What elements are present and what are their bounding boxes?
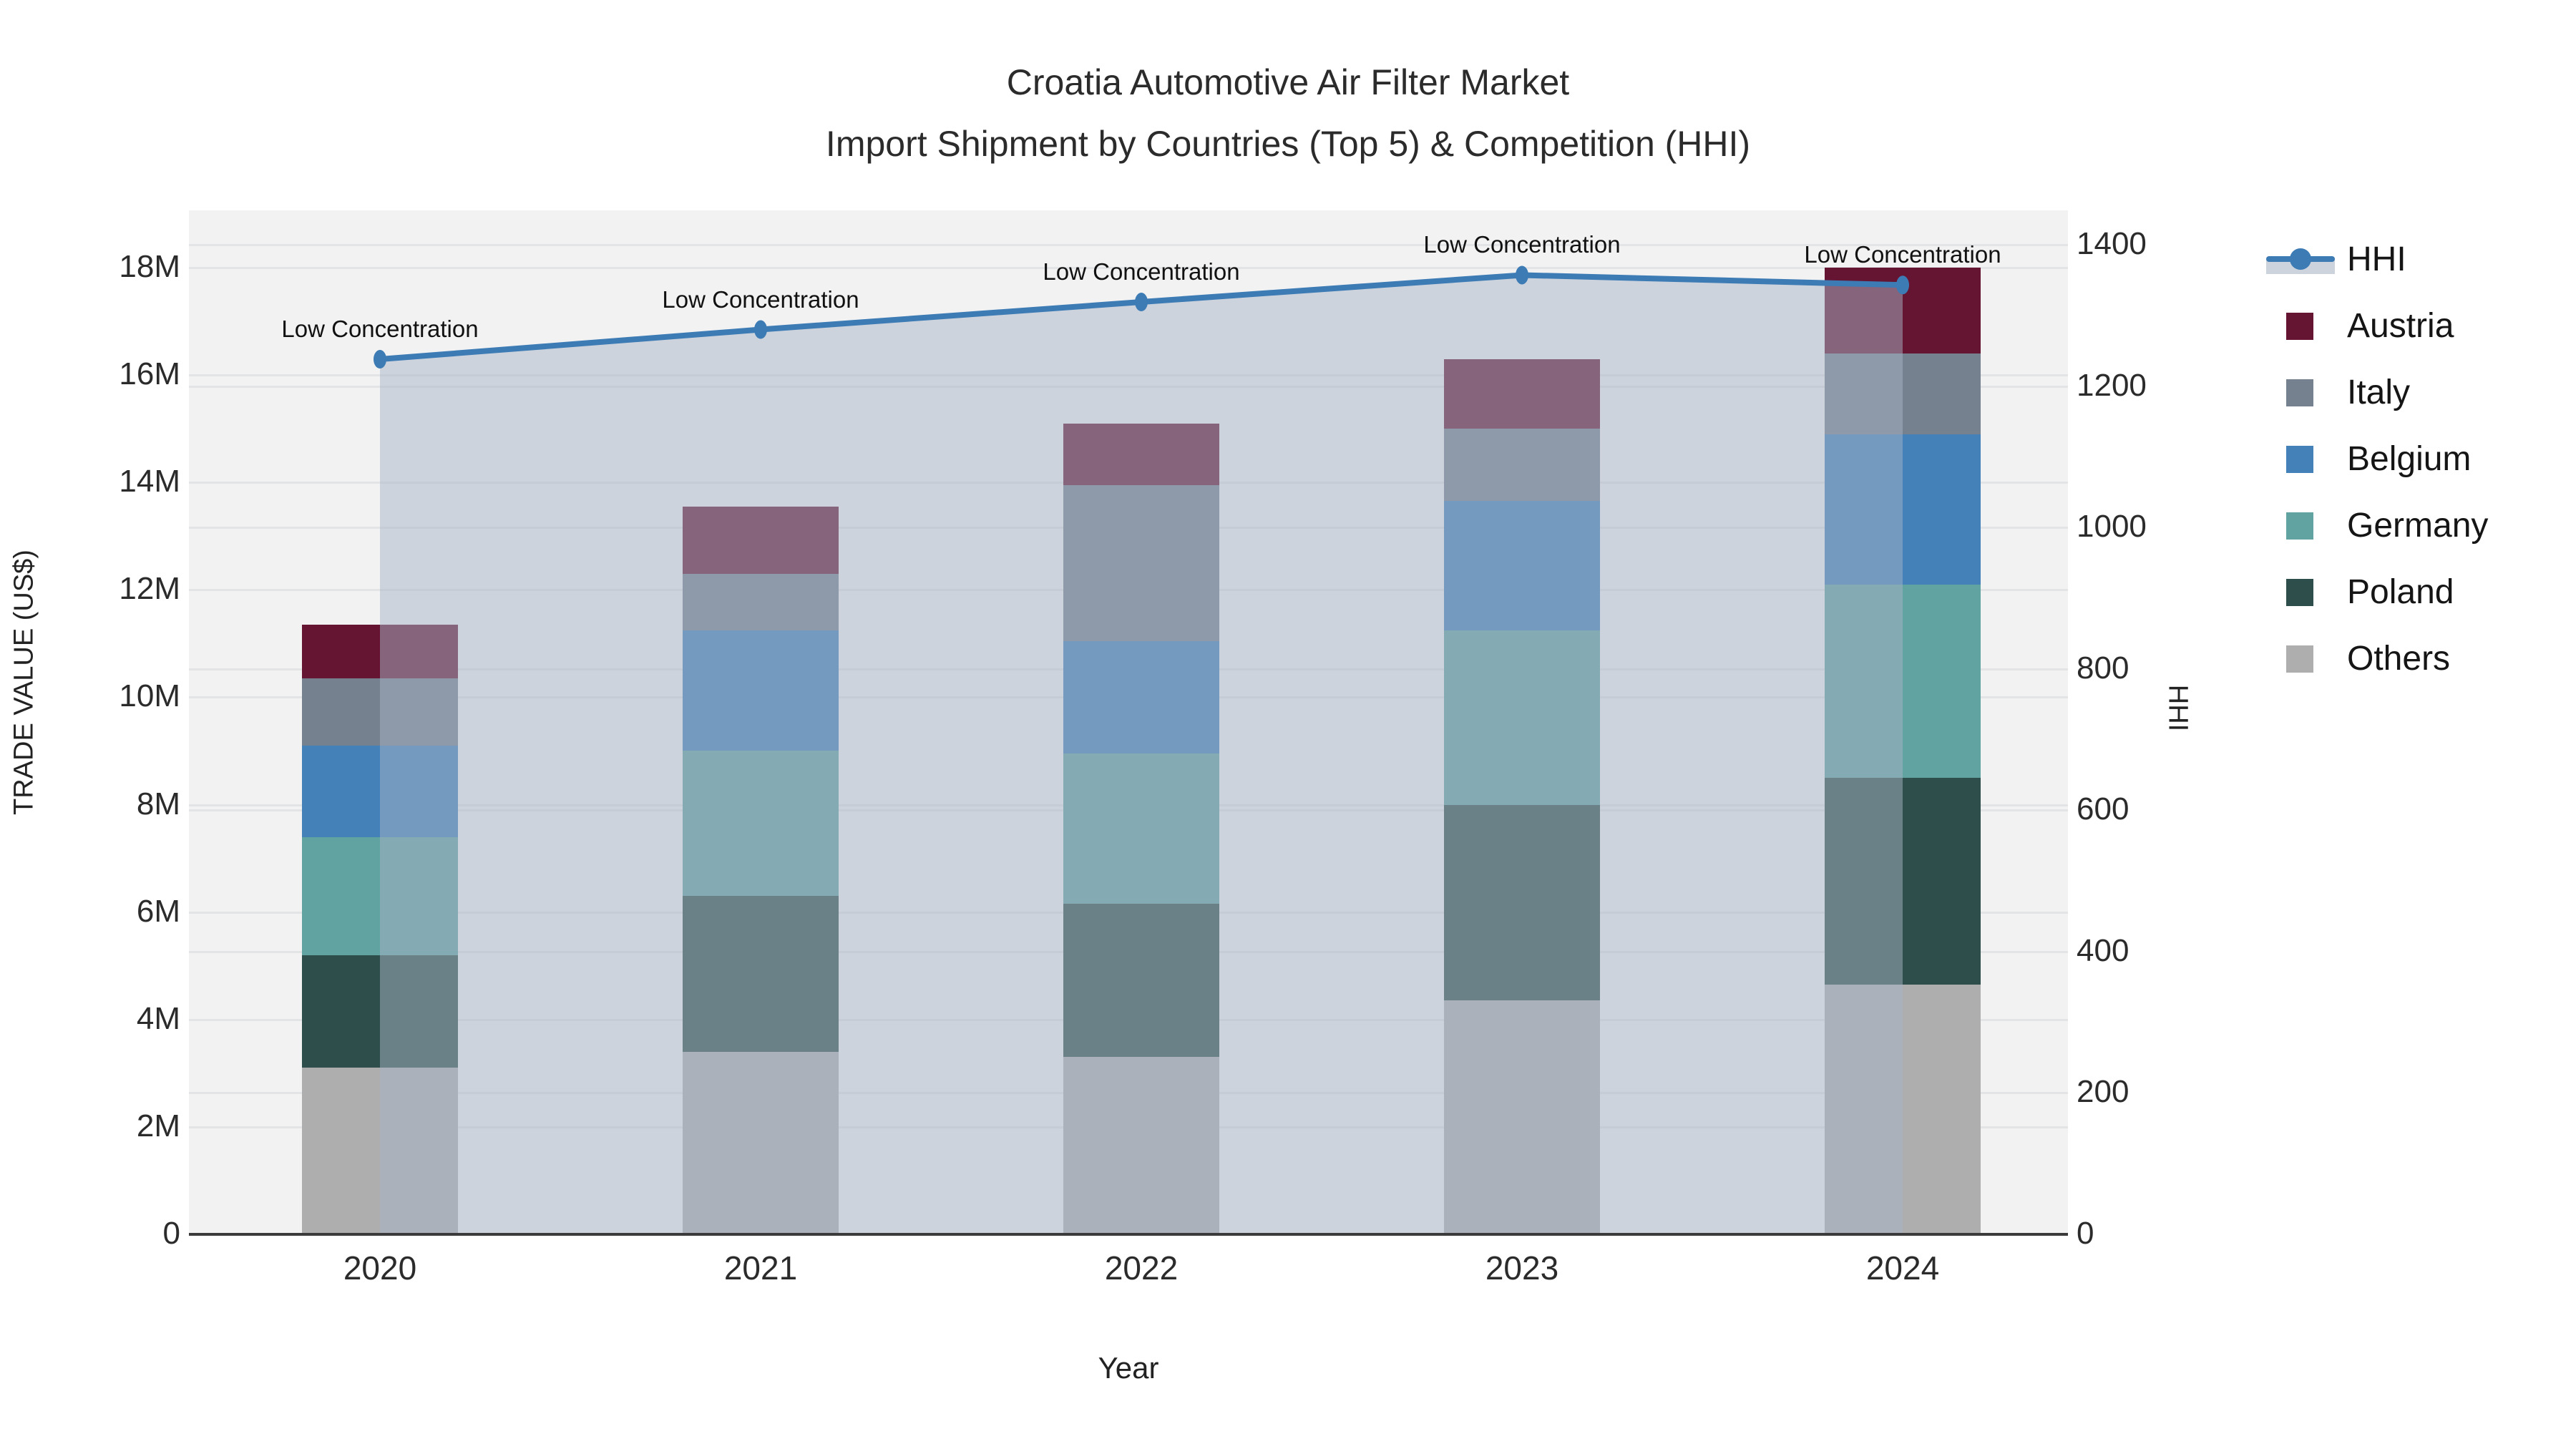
- y-left-tick-label: 2M: [136, 1108, 180, 1143]
- y-right-tick-label: 600: [2077, 791, 2129, 827]
- x-axis-line: [189, 1233, 2068, 1236]
- x-tick-label-2020: 2020: [343, 1249, 417, 1287]
- hhi-marker-2021[interactable]: [754, 320, 767, 339]
- x-tick-label-2021: 2021: [723, 1249, 798, 1287]
- y-right-tick-label: 1200: [2077, 367, 2147, 403]
- y-right-tick-label: 200: [2077, 1074, 2129, 1110]
- hhi-line-legend-icon: [2266, 244, 2335, 275]
- hhi-marker-2020[interactable]: [374, 350, 386, 369]
- legend-label: Belgium: [2347, 440, 2472, 478]
- y-left-tick-label: 4M: [136, 1000, 180, 1036]
- y-left-tick-label: 12M: [119, 571, 180, 607]
- y-left-tick-label: 6M: [136, 893, 180, 929]
- x-tick-label-2022: 2022: [1104, 1249, 1179, 1287]
- y-left-tick-label: 14M: [119, 464, 180, 499]
- hhi-marker-2022[interactable]: [1135, 293, 1148, 312]
- y-right-tick-label: 800: [2077, 650, 2129, 686]
- legend-label: Others: [2347, 640, 2451, 678]
- annotation-2023: Low Concentration: [1423, 231, 1621, 258]
- hhi-marker-2024[interactable]: [1896, 275, 1909, 295]
- legend-item-italy[interactable]: Italy: [2266, 359, 2488, 426]
- legend-swatch-italy: [2286, 379, 2313, 406]
- legend-label: Italy: [2347, 374, 2411, 411]
- y-left-tick-label: 18M: [119, 248, 180, 284]
- annotation-2024: Low Concentration: [1804, 241, 2001, 268]
- hhi-fill-area: [380, 275, 1903, 1234]
- y-left-tick-label: 10M: [119, 678, 180, 714]
- legend-item-poland[interactable]: Poland: [2266, 559, 2488, 625]
- x-axis-title: Year: [1098, 1351, 1159, 1385]
- legend: HHI Austria Italy Belgium Germany Poland Other…: [2266, 226, 2488, 692]
- legend-swatch-austria: [2286, 312, 2313, 340]
- legend-item-hhi[interactable]: HHI: [2266, 226, 2488, 293]
- legend-item-austria[interactable]: Austria: [2266, 293, 2488, 359]
- annotation-2021: Low Concentration: [662, 286, 859, 313]
- legend-swatch-poland: [2286, 578, 2313, 606]
- annotation-2020: Low Concentration: [281, 316, 479, 343]
- legend-label: Austria: [2347, 307, 2454, 345]
- gridline-left-axis: [189, 266, 2068, 269]
- legend-label: Germany: [2347, 507, 2489, 545]
- y-left-tick-label: 16M: [119, 356, 180, 392]
- legend-label: Poland: [2347, 573, 2454, 611]
- legend-item-others[interactable]: Others: [2266, 625, 2488, 692]
- x-tick-label-2023: 2023: [1485, 1249, 1559, 1287]
- legend-swatch-others: [2286, 645, 2313, 673]
- hhi-marker-2023[interactable]: [1516, 265, 1528, 285]
- legend-label: HHI: [2347, 240, 2406, 278]
- y-right-tick-label: 0: [2077, 1216, 2094, 1251]
- chart-title-line-1: Croatia Automotive Air Filter Market: [1006, 62, 1570, 102]
- gridline-right-axis: [189, 243, 2068, 246]
- legend-item-germany[interactable]: Germany: [2266, 492, 2488, 559]
- x-tick-label-2024: 2024: [1865, 1249, 1940, 1287]
- annotation-2022: Low Concentration: [1043, 258, 1240, 285]
- legend-swatch-belgium: [2286, 445, 2313, 473]
- y-right-tick-label: 1000: [2077, 509, 2147, 545]
- plot-area: Low Concentration Low Concentration Low Co…: [189, 210, 2068, 1234]
- y-right-axis-title: HHI: [2162, 684, 2193, 732]
- hhi-overlay: [374, 265, 1909, 1234]
- y-right-tick-label: 1400: [2077, 225, 2147, 261]
- y-left-tick-label: 0: [162, 1216, 180, 1251]
- y-right-tick-label: 400: [2077, 932, 2129, 968]
- legend-swatch-germany: [2286, 512, 2313, 540]
- chart-title-line-2: Import Shipment by Countries (Top 5) & C…: [825, 124, 1751, 164]
- legend-item-belgium[interactable]: Belgium: [2266, 426, 2488, 492]
- y-left-tick-label: 8M: [136, 786, 180, 821]
